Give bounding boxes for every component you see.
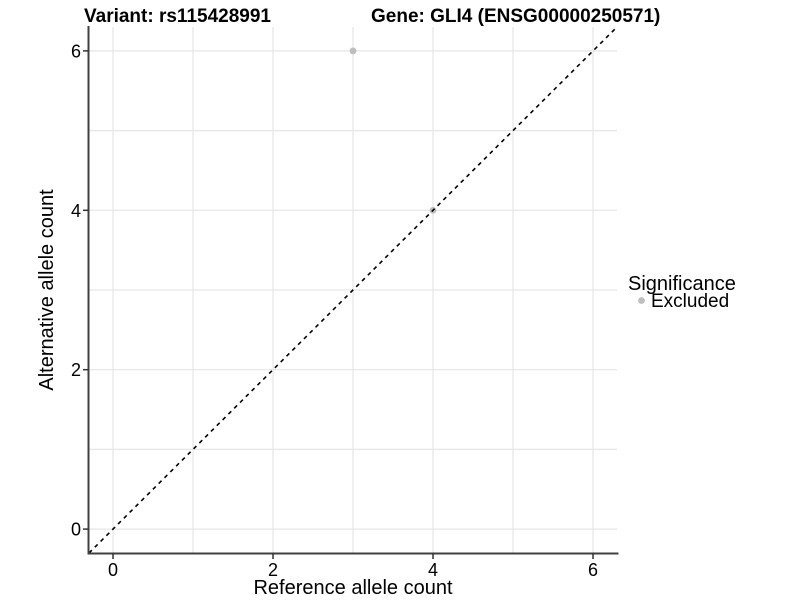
- legend-label-excluded: Excluded: [651, 291, 729, 312]
- gene-title: Gene: GLI4 (ENSG00000250571): [371, 6, 660, 27]
- y-tick-label: 6: [71, 41, 81, 61]
- legend-title: Significance: [628, 273, 736, 295]
- x-axis-title: Reference allele count: [253, 577, 452, 599]
- x-tick-label: 6: [588, 560, 598, 580]
- y-axis-title: Alternative allele count: [36, 189, 58, 391]
- data-point: [349, 47, 357, 55]
- identity-dashed-line: [88, 26, 618, 554]
- y-axis-tick-labels: 0 2 4 6: [71, 41, 81, 539]
- y-tick-label: 0: [71, 520, 81, 540]
- x-tick-label: 2: [268, 560, 278, 580]
- legend-point-excluded-icon: [638, 297, 645, 304]
- x-tick-label: 4: [428, 560, 438, 580]
- variant-title: Variant: rs115428991: [84, 6, 271, 27]
- y-tick-label: 2: [71, 360, 81, 380]
- y-tick-label: 4: [71, 201, 81, 221]
- axis-ticks: [83, 50, 594, 559]
- x-axis-tick-labels: 0 2 4 6: [108, 560, 598, 580]
- legend: Significance Excluded: [628, 273, 736, 312]
- x-tick-label: 0: [108, 560, 118, 580]
